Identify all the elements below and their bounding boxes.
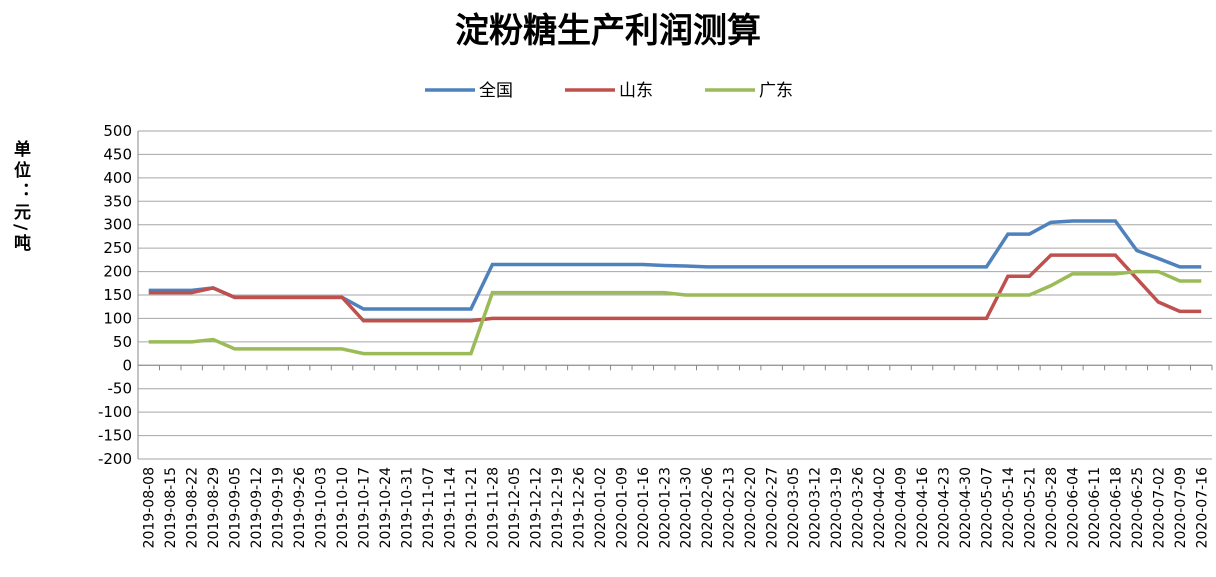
x-tick-label: 2020-07-02: [1151, 467, 1167, 548]
x-tick-label: 2019-10-10: [335, 467, 351, 548]
x-tick-label: 2020-01-16: [636, 467, 652, 548]
x-tick-label: 2020-01-09: [614, 467, 630, 548]
y-tick-label: 450: [103, 145, 132, 163]
y-tick-label: -150: [98, 427, 132, 445]
y-tick-label: -100: [98, 403, 132, 421]
x-tick-label: 2019-09-26: [292, 467, 308, 548]
legend-label: 山东: [619, 81, 653, 101]
x-tick-label: 2020-04-30: [958, 467, 974, 548]
y-tick-label: 400: [103, 169, 132, 187]
x-tick-label: 2020-06-11: [1087, 467, 1103, 548]
x-tick-label: 2019-09-19: [271, 467, 287, 548]
x-tick-label: 2019-10-03: [314, 467, 330, 548]
y-tick-label: -200: [98, 450, 132, 468]
x-tick-label: 2020-05-21: [1022, 467, 1038, 548]
x-tick-label: 2019-10-31: [400, 467, 416, 548]
x-tick-label: 2019-11-14: [442, 467, 458, 548]
legend-label: 广东: [759, 81, 793, 101]
x-tick-label: 2020-05-07: [979, 467, 995, 548]
x-tick-label: 2020-05-14: [1001, 467, 1017, 548]
x-tick-label: 2019-08-08: [142, 467, 158, 548]
y-tick-label: 500: [103, 122, 132, 140]
y-tick-label: 150: [103, 286, 132, 304]
x-tick-label: 2020-06-18: [1108, 467, 1124, 548]
x-tick-label: 2020-04-23: [937, 467, 953, 548]
x-tick-label: 2020-01-02: [593, 467, 609, 548]
x-tick-label: 2019-08-29: [206, 467, 222, 548]
x-tick-label: 2020-03-19: [829, 467, 845, 548]
x-tick-label: 2019-09-05: [228, 467, 244, 548]
x-tick-label: 2019-12-19: [550, 467, 566, 548]
x-tick-label: 2020-05-28: [1044, 467, 1060, 548]
x-tick-label: 2020-03-26: [851, 467, 867, 548]
chart-title: 淀粉糖生产利润测算: [455, 11, 761, 51]
x-tick-label: 2019-11-07: [421, 467, 437, 548]
x-tick-label: 2019-10-24: [378, 467, 394, 548]
x-tick-label: 2020-06-25: [1130, 467, 1146, 548]
x-tick-label: 2019-08-22: [185, 467, 201, 548]
x-tick-label: 2020-02-20: [743, 467, 759, 548]
x-tick-label: 2020-07-16: [1194, 467, 1210, 548]
x-tick-label: 2020-07-09: [1173, 467, 1189, 548]
legend-label: 全国: [479, 81, 513, 101]
x-tick-label: 2019-11-28: [485, 467, 501, 548]
x-tick-label: 2019-12-05: [507, 467, 523, 548]
y-tick-label: -50: [108, 380, 133, 398]
x-tick-label: 2020-04-09: [894, 467, 910, 548]
x-tick-label: 2019-10-17: [357, 467, 373, 548]
series-line: [148, 253, 1202, 323]
x-tick-label: 2020-01-23: [657, 467, 673, 548]
x-tick-label: 2019-12-26: [571, 467, 587, 548]
x-tick-label: 2020-04-02: [872, 467, 888, 548]
y-tick-label: 100: [103, 309, 132, 327]
x-tick-label: 2020-02-06: [700, 467, 716, 548]
y-tick-label: 0: [122, 356, 132, 374]
y-tick-label: 250: [103, 239, 132, 257]
x-tick-label: 2020-01-30: [679, 467, 695, 548]
y-tick-label: 200: [103, 263, 132, 281]
y-tick-label: 350: [103, 192, 132, 210]
y-axis-label: 单位：元/吨: [10, 139, 31, 255]
x-tick-label: 2020-04-16: [915, 467, 931, 548]
x-tick-label: 2020-03-05: [786, 467, 802, 548]
y-tick-label: 300: [103, 216, 132, 234]
x-tick-label: 2019-12-12: [528, 467, 544, 548]
x-tick-label: 2019-11-21: [464, 467, 480, 548]
x-tick-label: 2020-06-04: [1065, 467, 1081, 548]
x-tick-label: 2019-09-12: [249, 467, 265, 548]
x-tick-label: 2020-02-27: [765, 467, 781, 548]
x-tick-label: 2020-03-12: [808, 467, 824, 548]
series-line: [148, 269, 1202, 356]
x-tick-label: 2019-08-15: [163, 467, 179, 548]
x-tick-label: 2020-02-13: [722, 467, 738, 548]
y-tick-label: 50: [113, 333, 132, 351]
